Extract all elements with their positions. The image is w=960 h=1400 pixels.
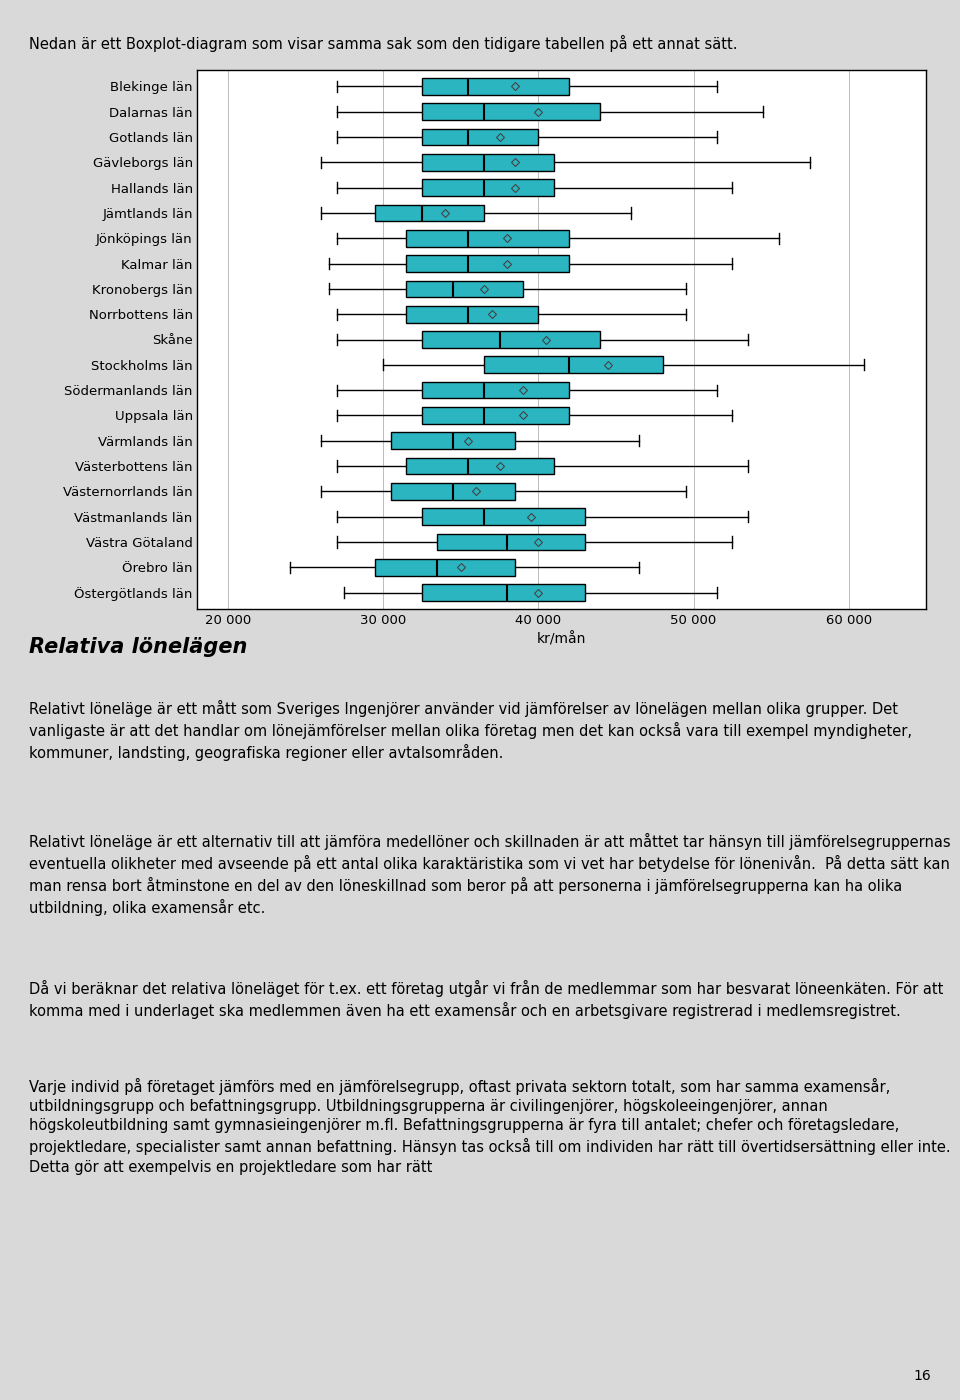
Text: Då vi beräknar det relativa löneläget för t.ex. ett företag utgår vi från de med: Då vi beräknar det relativa löneläget fö…: [29, 980, 943, 1019]
X-axis label: kr/mån: kr/mån: [537, 633, 587, 647]
Bar: [406, 458, 554, 475]
Text: Nedan är ett Boxplot-diagram som visar samma sak som den tidigare tabellen på et: Nedan är ett Boxplot-diagram som visar s…: [29, 35, 737, 52]
Bar: [375, 559, 515, 575]
Bar: [391, 433, 515, 449]
Bar: [421, 508, 585, 525]
Bar: [421, 129, 539, 146]
Bar: [421, 78, 569, 95]
Bar: [406, 230, 569, 246]
Bar: [391, 483, 515, 500]
Text: Varje individ på företaget jämförs med en jämförelsegrupp, oftast privata sektor: Varje individ på företaget jämförs med e…: [29, 1078, 950, 1175]
Bar: [406, 305, 539, 322]
Bar: [421, 382, 569, 399]
Text: Relativt löneläge är ett alternativ till att jämföra medellöner och skillnaden ä: Relativt löneläge är ett alternativ till…: [29, 833, 950, 916]
Bar: [421, 407, 569, 424]
Text: 16: 16: [914, 1369, 931, 1383]
Bar: [421, 104, 600, 120]
Text: Relativa lönelägen: Relativa lönelägen: [29, 637, 247, 657]
Bar: [406, 280, 523, 297]
Bar: [421, 179, 554, 196]
Bar: [438, 533, 585, 550]
Bar: [421, 584, 585, 601]
Bar: [421, 154, 554, 171]
Bar: [484, 357, 662, 374]
Bar: [421, 332, 600, 347]
Bar: [375, 204, 484, 221]
Bar: [406, 255, 569, 272]
Text: Relativt löneläge är ett mått som Sveriges Ingenjörer använder vid jämförelser a: Relativt löneläge är ett mått som Sverig…: [29, 700, 912, 760]
